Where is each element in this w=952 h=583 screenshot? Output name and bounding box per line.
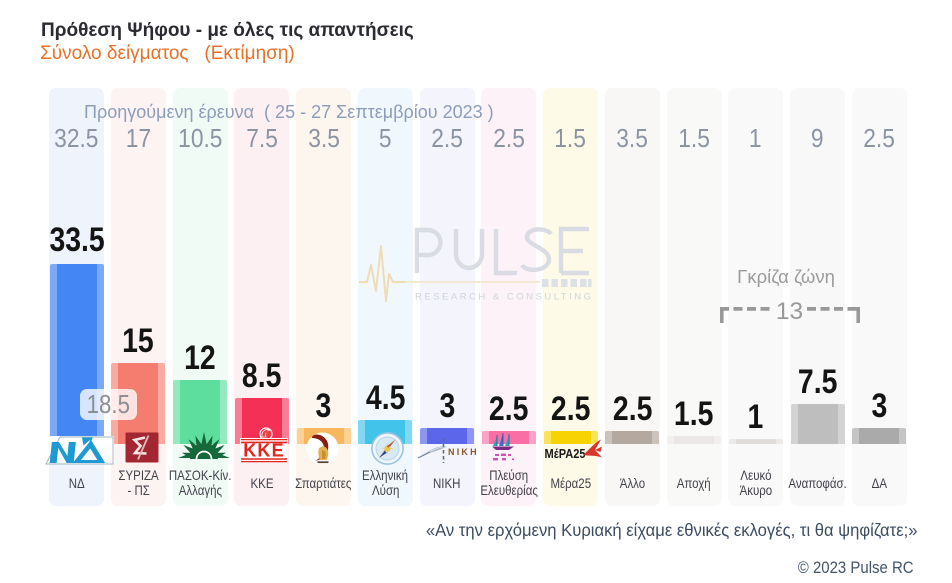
svg-text:ΜέΡΑ25: ΜέΡΑ25 [545,446,586,461]
svg-text:13: 13 [776,298,803,325]
svg-text:RESEARCH & CONSULTING: RESEARCH & CONSULTING [415,292,593,303]
svg-text:ΝΙΚΗ: ΝΙΚΗ [448,447,479,457]
svg-text:KKE: KKE [243,441,285,461]
